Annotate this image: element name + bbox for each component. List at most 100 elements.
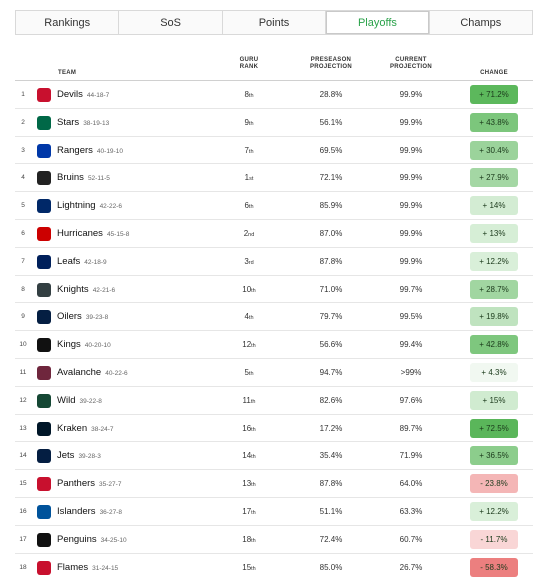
current-projection: 99.9% xyxy=(399,228,423,238)
team-name[interactable]: Flames 31-24-15 xyxy=(57,561,119,573)
team-name[interactable]: Bruins 52-11-5 xyxy=(57,172,110,184)
current-projection: 99.9% xyxy=(399,145,423,155)
oilers-logo: oilers-logo xyxy=(37,310,51,325)
preseason-projection: 71.0% xyxy=(319,284,343,294)
team-record: 36-27-8 xyxy=(99,508,122,516)
guru-rank: 7th xyxy=(244,145,254,155)
team-name[interactable]: Panthers 35-27-7 xyxy=(57,478,122,490)
preseason-projection: 51.1% xyxy=(319,506,343,516)
team-record: 34-25-10 xyxy=(100,536,127,544)
team-name[interactable]: Rangers 40-19-10 xyxy=(57,144,123,156)
team-name[interactable]: Leafs 42-18-9 xyxy=(57,255,107,267)
jets-logo: jets-logo xyxy=(37,449,51,464)
tab-champs[interactable]: Champs xyxy=(460,16,502,29)
team-name[interactable]: Jets 39-28-3 xyxy=(57,450,101,462)
team-name[interactable]: Kings 40-20-10 xyxy=(57,339,111,351)
guru-rank: 13th xyxy=(242,479,256,489)
row-rank: 9 xyxy=(21,313,25,321)
guru-rank: 16th xyxy=(242,423,256,433)
tab-points[interactable]: Points xyxy=(223,11,327,34)
preseason-projection: 56.6% xyxy=(319,340,343,350)
team-name[interactable]: Lightning 42-22-6 xyxy=(57,200,122,212)
avalanche-logo: avalanche-logo xyxy=(37,365,51,380)
panthers-logo: panthers-logo xyxy=(37,477,51,492)
bruins-logo: bruins-logo xyxy=(37,171,51,186)
team-record: 39-23-8 xyxy=(85,314,109,322)
change-badge: + 13% xyxy=(470,223,518,243)
guru-rank: 14th xyxy=(242,451,256,461)
team-name[interactable]: Hurricanes 45-15-8 xyxy=(57,227,130,239)
preseason-projection: 94.7% xyxy=(319,367,343,377)
team-record: 40-19-10 xyxy=(96,147,123,155)
guru-rank: 3rd xyxy=(244,256,254,266)
current-projection: 26.7% xyxy=(399,562,423,572)
team-record: 45-15-8 xyxy=(106,230,130,238)
guru-rank: 2nd xyxy=(243,228,255,238)
team-name[interactable]: Oilers 39-23-8 xyxy=(57,311,109,323)
preseason-projection: 79.7% xyxy=(319,312,343,322)
team-name[interactable]: Avalanche 40-22-6 xyxy=(57,366,128,378)
row-rank: 3 xyxy=(21,146,25,154)
current-projection: 99.9% xyxy=(399,256,423,266)
knights-logo: knights-logo xyxy=(37,282,51,297)
team-name[interactable]: Islanders 36-27-8 xyxy=(57,505,122,517)
team-name[interactable]: Devils 44-18-7 xyxy=(57,89,110,100)
team-record: 38-19-13 xyxy=(83,119,110,127)
guru-rank: 9th xyxy=(244,117,254,127)
team-name[interactable]: Penguins 34-25-10 xyxy=(57,533,127,545)
preseason-projection: 72.1% xyxy=(319,173,343,183)
team-record: 40-20-10 xyxy=(84,342,111,350)
team-record: 52-11-5 xyxy=(87,175,110,183)
team-name[interactable]: Kraken 38-24-7 xyxy=(57,422,114,434)
current-projection: 97.6% xyxy=(399,395,423,405)
team-name[interactable]: Knights 42-21-6 xyxy=(57,283,116,295)
header-preseason-projection: PRESEASON PROJECTION xyxy=(309,57,352,70)
leafs-logo: leafs-logo xyxy=(37,254,51,269)
change-badge: + 15% xyxy=(470,390,518,410)
tab-sos[interactable]: SoS xyxy=(119,11,223,34)
current-projection: 71.9% xyxy=(399,451,423,461)
team-name[interactable]: Wild 39-22-8 xyxy=(57,394,102,406)
team-name[interactable]: Stars 38-19-13 xyxy=(57,116,110,128)
kings-logo: kings-logo xyxy=(37,338,51,353)
change-badge: + 43.8% xyxy=(470,112,518,132)
header-change: CHANGE xyxy=(480,70,508,76)
tab-rankings[interactable]: Rankings xyxy=(16,11,120,34)
current-projection: 99.9% xyxy=(399,201,423,211)
tab-playoffs[interactable]: Playoffs xyxy=(326,11,430,34)
preseason-projection: 85.9% xyxy=(319,201,343,211)
current-projection: 64.0% xyxy=(399,479,423,489)
row-rank: 1 xyxy=(21,91,25,98)
change-badge: + 12.2% xyxy=(470,251,518,271)
team-record: 31-24-15 xyxy=(92,564,119,572)
row-rank: 8 xyxy=(21,285,25,293)
table-header: TEAM GURU RANK PRESEASON PROJECTION CURR… xyxy=(15,55,533,81)
change-badge: + 19.8% xyxy=(470,307,518,327)
team-record: 35-27-7 xyxy=(99,481,122,489)
guru-rank: 5th xyxy=(244,367,254,377)
row-rank: 7 xyxy=(21,257,25,265)
change-badge: + 42.8% xyxy=(470,335,518,355)
preseason-projection: 87.0% xyxy=(319,228,343,238)
current-projection: 63.3% xyxy=(399,506,423,516)
penguins-logo: penguins-logo xyxy=(37,532,51,547)
